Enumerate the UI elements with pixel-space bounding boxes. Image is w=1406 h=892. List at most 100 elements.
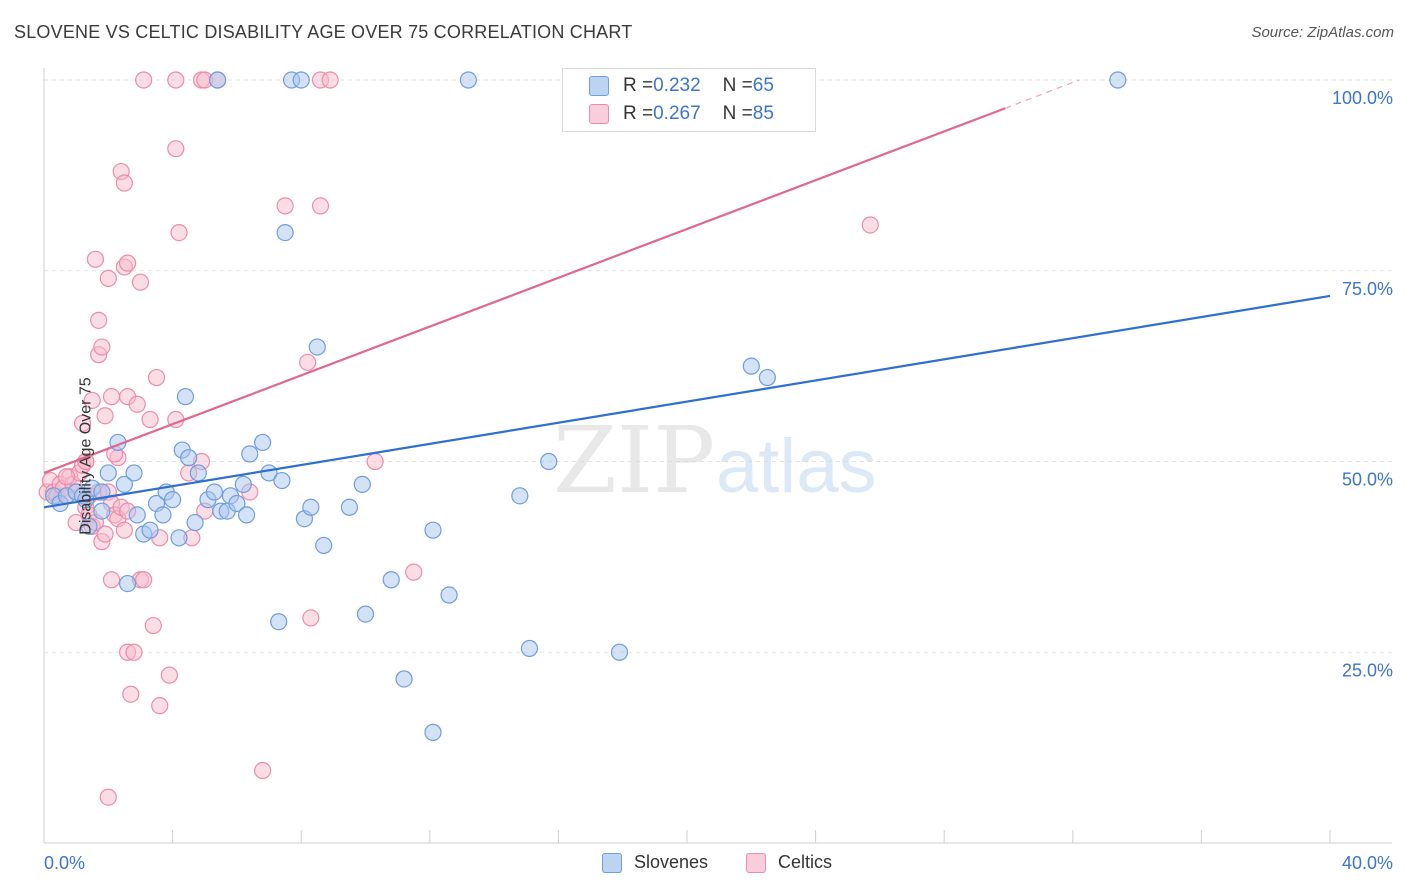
celtics-point — [276, 197, 294, 215]
slovenes-point — [180, 449, 198, 467]
slovenes-point — [315, 536, 333, 555]
celtics-point — [99, 788, 117, 806]
trend-lines — [43, 79, 1331, 509]
celtics-swatch — [746, 852, 766, 873]
n-value: 65 — [752, 75, 774, 96]
slovenes-point — [440, 586, 458, 604]
slovenes-point — [115, 475, 133, 493]
slovenes-point — [80, 517, 98, 535]
celtics-point — [83, 391, 101, 410]
y-axis-label: Disability Age Over 75 — [77, 377, 95, 535]
celtics-point — [122, 685, 140, 703]
celtics-point — [102, 571, 121, 589]
slovenes-point — [154, 506, 172, 524]
slovenes-point — [93, 502, 111, 520]
r-label: R = — [623, 75, 654, 96]
slovenes-point — [382, 571, 400, 589]
slovenes-swatch — [589, 76, 609, 96]
celtics-point — [167, 71, 185, 89]
celtics-point — [125, 643, 143, 661]
celtics-trend-line — [43, 107, 1006, 474]
y-tick-label: 100.0% — [1332, 88, 1393, 108]
chart-title: SLOVENE VS CELTIC DISABILITY AGE OVER 75… — [14, 22, 633, 42]
slovenes-point — [511, 487, 529, 505]
celtics-point — [99, 269, 117, 287]
celtics-point — [128, 395, 146, 413]
celtics-point — [135, 571, 153, 589]
slovenes-point — [1109, 71, 1127, 89]
slovenes-point — [241, 445, 259, 463]
n-label: N = — [722, 103, 753, 124]
celtics-point — [135, 71, 153, 89]
slovenes-point — [424, 521, 442, 539]
n-value: 85 — [752, 103, 774, 124]
slovenes-point — [141, 521, 159, 539]
slovenes-point — [459, 71, 477, 89]
slovenes-point — [340, 498, 359, 516]
watermark-zip: ZIP — [553, 407, 715, 514]
slovenes-point — [424, 723, 442, 741]
celtics-point — [86, 250, 105, 268]
celtics-point — [93, 338, 111, 356]
legend-row-slovenes: R = 0.232 N = 65 — [589, 73, 774, 99]
slovenes-trend-line — [43, 294, 1331, 509]
slovenes-point — [189, 464, 207, 482]
slovenes-point — [118, 574, 137, 593]
slovenes-point — [273, 471, 291, 490]
x-tick-label-min: 0.0% — [44, 853, 85, 873]
slovenes-point — [270, 613, 288, 631]
watermark-atlas: atlas — [716, 424, 877, 509]
celtics-point — [96, 525, 114, 543]
n-label: N = — [722, 75, 753, 96]
y-tick-label: 75.0% — [1342, 279, 1393, 299]
slovenes-point — [125, 464, 143, 482]
celtics-trend-extension — [1005, 79, 1080, 109]
slovenes-point — [520, 639, 539, 658]
celtics-point — [321, 71, 339, 89]
slovenes-point — [170, 529, 188, 547]
legend-label-celtics: Celtics — [778, 852, 833, 872]
slovenes-point — [228, 494, 246, 513]
celtics-point — [118, 254, 137, 272]
celtics-point — [302, 609, 320, 627]
celtics-point — [131, 273, 150, 291]
celtics-point — [151, 697, 169, 715]
y-tick-label: 50.0% — [1342, 470, 1393, 490]
slovenes-point — [292, 71, 310, 89]
slovenes-point — [356, 605, 375, 623]
slovenes-point — [758, 368, 776, 387]
slovenes-point — [353, 475, 371, 493]
slovenes-point — [164, 491, 182, 509]
slovenes-points — [45, 71, 1127, 741]
celtics-point — [366, 452, 384, 471]
celtics-point — [861, 216, 879, 234]
legend-item-celtics: Celtics — [746, 852, 832, 873]
legend-item-slovenes: Slovenes — [602, 852, 708, 873]
celtics-point — [144, 616, 162, 635]
celtics-point — [147, 368, 166, 387]
slovenes-point — [302, 498, 320, 516]
slovenes-point — [186, 513, 204, 532]
celtics-point — [57, 468, 76, 486]
celtics-point — [311, 197, 330, 215]
axes — [43, 68, 1392, 844]
slovenes-point — [276, 224, 294, 242]
celtics-point — [299, 353, 317, 371]
celtics-point — [115, 521, 133, 539]
x-tick-label-max: 40.0% — [1342, 853, 1393, 873]
correlation-legend: R = 0.232 N = 65 R = 0.267 N = 85 — [562, 68, 816, 132]
source-label: Source: ZipAtlas.com — [1251, 24, 1394, 41]
celtics-point — [170, 224, 188, 242]
legend-row-celtics: R = 0.267 N = 85 — [589, 101, 774, 127]
y-tick-label: 25.0% — [1342, 660, 1393, 680]
celtics-point — [167, 140, 185, 158]
slovenes-point — [99, 464, 117, 482]
slovenes-point — [540, 452, 558, 471]
celtics-point — [102, 388, 121, 406]
slovenes-point — [610, 643, 629, 661]
celtics-swatch — [589, 104, 609, 124]
celtics-point — [90, 311, 108, 329]
slovenes-swatch — [602, 852, 622, 873]
slovenes-point — [308, 338, 326, 356]
grid-lines — [44, 79, 1392, 653]
